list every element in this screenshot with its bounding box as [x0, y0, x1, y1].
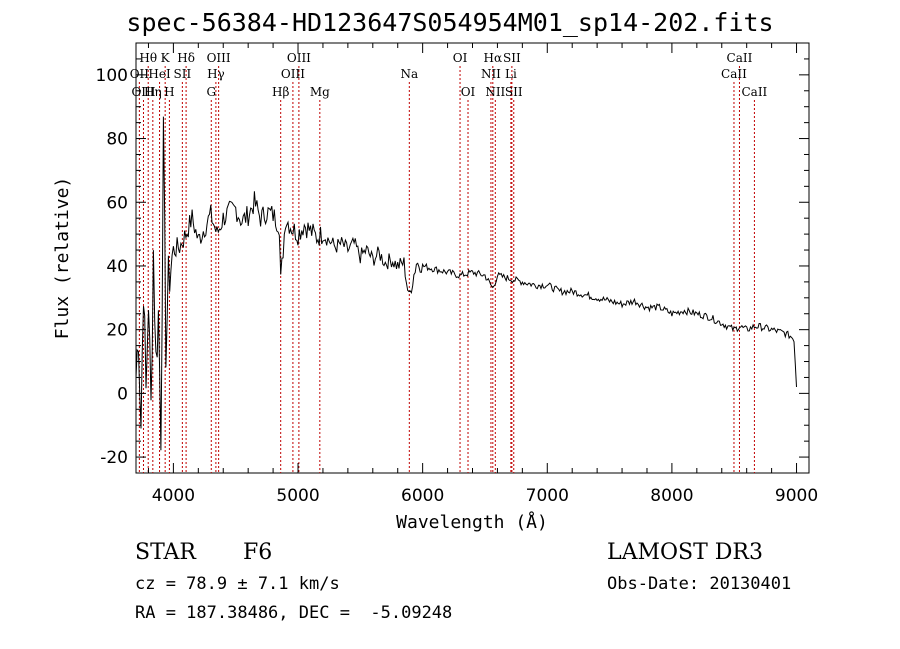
line-label: CaII — [721, 67, 747, 81]
line-label: SII — [174, 67, 192, 81]
line-label: OIII — [131, 85, 155, 99]
redshift-velocity: cz = 78.9 ± 7.1 km/s — [135, 574, 340, 594]
line-label: G — [206, 85, 216, 99]
line-label: K — [161, 51, 171, 65]
y-axis-label: Flux (relative) — [52, 177, 73, 340]
observation-date: Obs-Date: 20130401 — [607, 574, 792, 594]
y-tick-label: 0 — [117, 384, 128, 404]
line-label: CaII — [741, 85, 767, 99]
line-label: CaII — [727, 51, 753, 65]
x-tick-label: 5000 — [276, 486, 319, 506]
x-axis-label: Wavelength (Å) — [396, 511, 548, 533]
line-label: HeI — [148, 67, 171, 81]
object-type: STAR — [135, 540, 196, 565]
y-tick-label: 40 — [106, 257, 128, 277]
line-label: OI — [461, 85, 476, 99]
x-tick-label: 9000 — [775, 486, 818, 506]
x-tick-label: 7000 — [526, 486, 569, 506]
flux-series-line — [135, 116, 797, 451]
line-label: H — [164, 85, 174, 99]
y-tick-label: 60 — [106, 193, 128, 213]
y-tick-label: 100 — [96, 66, 128, 86]
emission-line-markers — [138, 66, 755, 473]
line-label: OIII — [287, 51, 311, 65]
line-label: OI — [453, 51, 468, 65]
line-label: Hδ — [177, 51, 195, 65]
y-tick-label: 80 — [106, 130, 128, 150]
x-tick-label: 4000 — [152, 486, 195, 506]
object-subclass: F6 — [243, 540, 273, 565]
x-axis-ticks: 4000 5000 6000 7000 8000 9000 — [147, 43, 818, 506]
line-label: SII — [503, 51, 521, 65]
line-label: Hθ — [139, 51, 157, 65]
y-axis-ticks: -20 0 20 40 60 80 100 — [96, 58, 809, 468]
line-label: OIII — [207, 51, 231, 65]
y-tick-label: 20 — [106, 321, 128, 341]
line-label: Li — [505, 67, 517, 81]
line-label: OIII — [281, 67, 305, 81]
survey-name: LAMOST DR3 — [607, 540, 763, 565]
x-tick-label: 8000 — [650, 486, 693, 506]
line-label: NII — [485, 85, 505, 99]
line-label: OII — [130, 67, 150, 81]
coordinates: RA = 187.38486, DEC = -5.09248 — [135, 603, 453, 623]
line-label: Na — [400, 67, 418, 81]
line-label: Hβ — [272, 85, 289, 99]
line-label: Mg — [310, 85, 330, 99]
line-label: SII — [505, 85, 523, 99]
line-label: Hγ — [207, 67, 225, 81]
line-label: Hα — [484, 51, 503, 65]
line-label: NII — [481, 67, 501, 81]
line-label: Hη — [144, 85, 162, 99]
chart-title: spec-56384-HD123647S054954M01_sp14-202.f… — [126, 8, 774, 37]
x-tick-label: 6000 — [401, 486, 444, 506]
y-tick-label: -20 — [100, 448, 128, 468]
plot-frame — [135, 42, 810, 474]
